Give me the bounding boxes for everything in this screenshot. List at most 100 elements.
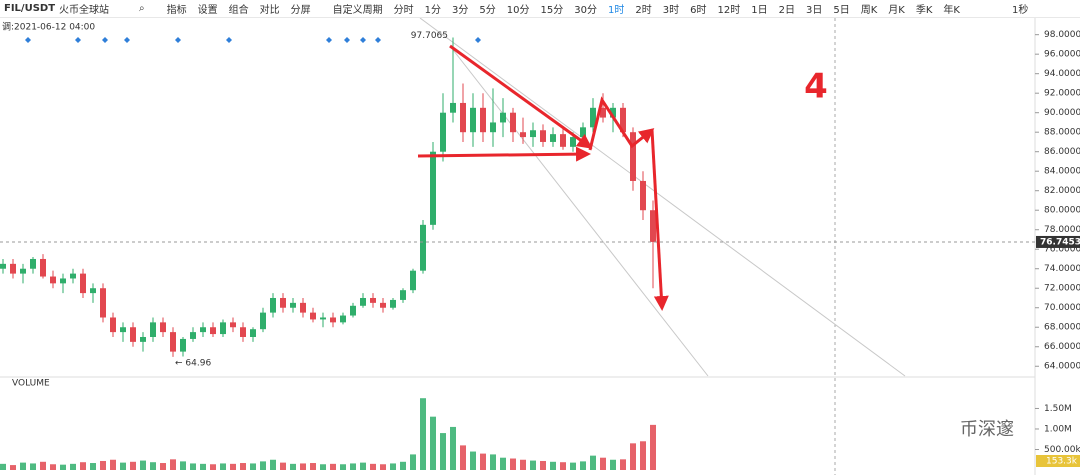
volume-bar	[580, 461, 586, 470]
volume-bar	[550, 461, 556, 470]
volume-bar	[50, 464, 56, 470]
plot: 98.0000 96.0000 94.0000 92.0000 90.0000 88.00…	[0, 30, 1080, 470]
period[interactable]: 30分	[574, 5, 597, 16]
volume-bar	[560, 462, 566, 470]
candle-body	[20, 268, 26, 274]
candle-body	[460, 102, 466, 133]
y-tick-label: 66.0000	[1044, 342, 1080, 352]
period[interactable]: 3分	[452, 5, 469, 16]
candle-body	[270, 297, 276, 313]
volume-bar	[350, 463, 356, 470]
candle-body	[0, 263, 6, 269]
candle-body	[170, 332, 176, 352]
last-price-box	[1036, 235, 1080, 248]
volume-bar	[540, 460, 546, 470]
period[interactable]: 年K	[943, 5, 960, 16]
candle-body	[570, 137, 576, 147]
candle-body	[230, 322, 236, 328]
period[interactable]: 10分	[506, 5, 530, 16]
high-label: 97.7065	[411, 31, 448, 41]
candle-body	[250, 329, 256, 337]
volume-bar	[160, 463, 166, 470]
event-markers	[25, 37, 481, 43]
candle-body	[240, 327, 246, 337]
period[interactable]: 12时	[717, 5, 741, 16]
chart: 调:2021-06-12 04:00 98.0000 96.0000 94.0000…	[0, 18, 1080, 475]
candle-body	[560, 134, 566, 147]
period[interactable]: 3时	[662, 5, 680, 16]
volume-bar	[430, 416, 436, 470]
period[interactable]: 2日	[778, 5, 795, 16]
search-icon[interactable]: ⌕	[139, 3, 145, 14]
drawn-arrows	[417, 44, 669, 311]
candle-body	[350, 305, 356, 316]
period[interactable]: 5日	[833, 5, 850, 16]
v-tick-label: 500.00k	[1044, 445, 1080, 455]
annotation: 4	[804, 67, 828, 107]
candle-body	[470, 107, 476, 133]
periods: 分时 1分 3分 5分 10分 15分 30分 1时 2时 3时 6时 12时 1日 2日 3日 5日 周K 月K…	[394, 1, 971, 16]
candle-body	[290, 302, 296, 308]
tool[interactable]: 设置	[197, 5, 218, 16]
volume-bar	[250, 463, 256, 470]
period[interactable]: 月K	[888, 5, 905, 16]
y-tick-label: 72.0000	[1044, 284, 1080, 294]
candle-body	[70, 273, 76, 279]
tool[interactable]: 组合	[228, 5, 249, 16]
period[interactable]: 6时	[690, 5, 707, 16]
tool[interactable]: 分屏	[290, 5, 311, 16]
period[interactable]: 1日	[751, 5, 768, 16]
y-tick-label: 74.0000	[1044, 264, 1080, 274]
volume-bar	[70, 463, 76, 470]
candle-body	[140, 336, 146, 342]
candle-body	[120, 327, 126, 333]
period[interactable]: 3日	[805, 5, 823, 16]
y-tick-label: 84.0000	[1044, 167, 1080, 177]
volume-bar	[0, 463, 6, 470]
candle-body	[630, 132, 636, 181]
volume-bar	[600, 457, 606, 470]
period[interactable]: 1时	[607, 5, 625, 16]
candle-body	[320, 317, 326, 320]
candle-body	[620, 107, 626, 133]
candle-body	[330, 317, 336, 323]
period[interactable]: 周K	[860, 5, 878, 16]
period[interactable]: 5分	[479, 5, 496, 16]
tool[interactable]: 指标	[166, 5, 187, 16]
toolbar: FIL/USDT 火币全球站 ⌕ 指标 设置 组合 对比 分屏 自定义周期 分时 1分 3分…	[0, 0, 1080, 18]
period[interactable]: 1分	[424, 5, 442, 16]
volume-bar	[410, 454, 416, 470]
candle-body	[410, 270, 416, 291]
candle-body	[300, 302, 306, 313]
symbol[interactable]: FIL/USDT	[4, 3, 56, 14]
volume-bar	[390, 463, 396, 470]
v-tick-label: 1.50M	[1044, 404, 1072, 414]
period[interactable]: 季K	[915, 5, 933, 16]
candle-body	[650, 210, 656, 242]
period[interactable]: 15分	[540, 5, 564, 16]
y-tick-label: 86.0000	[1044, 147, 1080, 157]
volume-bar	[340, 464, 346, 470]
v-tick-label: 1.00M	[1044, 424, 1072, 434]
candle-body	[50, 276, 56, 284]
volume-bar	[180, 461, 186, 470]
last-price-label: 76.7453	[1040, 237, 1080, 247]
custom-period[interactable]: 自定义周期	[332, 5, 383, 16]
candle-body	[510, 112, 516, 133]
current-volume-box	[1036, 455, 1080, 467]
volume-bar	[110, 459, 116, 470]
volume-bar	[630, 443, 636, 470]
candle-body	[190, 332, 196, 339]
volume-bar	[310, 463, 316, 470]
candle-body	[600, 107, 606, 118]
period[interactable]: 分时	[393, 5, 414, 16]
volume-bar	[440, 433, 446, 470]
candle-body	[180, 338, 186, 352]
candle-body	[200, 327, 206, 333]
candle-body	[580, 127, 586, 138]
candle-body	[490, 122, 496, 133]
period[interactable]: 2时	[635, 5, 652, 16]
interval[interactable]: 1秒	[1011, 5, 1029, 16]
tool[interactable]: 对比	[259, 5, 280, 16]
exchange[interactable]: 火币全球站	[59, 5, 110, 16]
